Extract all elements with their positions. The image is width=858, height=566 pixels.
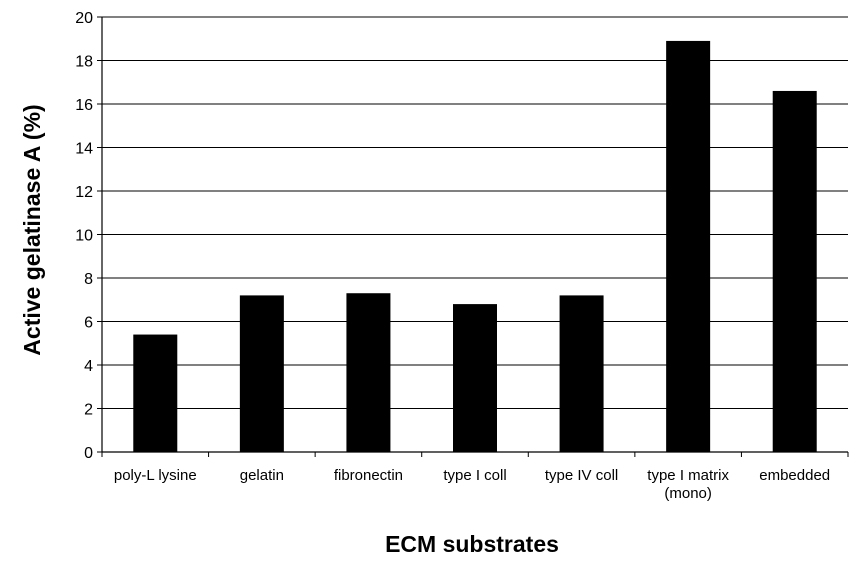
- y-tick-label: 20: [75, 10, 93, 27]
- x-tick-label: fibronectin: [334, 467, 403, 484]
- y-tick-label: 8: [84, 271, 93, 288]
- x-tick-label: poly-L lysine: [114, 467, 197, 484]
- x-tick-labels: poly-L lysine gelatin fibronectin type I co…: [114, 467, 830, 502]
- bar: [772, 90, 817, 452]
- y-axis-title: Active gelatinase A (%): [19, 104, 45, 355]
- y-tick-label: 6: [84, 315, 93, 332]
- x-tick-label: (mono): [664, 485, 712, 502]
- y-tick-label: 10: [75, 228, 93, 245]
- y-tick-label: 12: [75, 184, 93, 201]
- y-tick-label: 14: [75, 141, 93, 158]
- bar: [133, 334, 178, 452]
- bar: [346, 293, 391, 452]
- bar: [666, 40, 711, 453]
- x-tick-label: type I matrix: [647, 467, 729, 484]
- gridlines: [102, 16, 848, 409]
- y-tick-label: 0: [84, 445, 93, 462]
- x-tick-label: embedded: [759, 467, 830, 484]
- y-tick-label: 4: [84, 358, 93, 375]
- y-tick-label: 2: [84, 402, 93, 419]
- x-tick-label: type I coll: [443, 467, 506, 484]
- axes: [97, 16, 849, 457]
- x-axis-title: ECM substrates: [385, 531, 559, 557]
- y-tick-label: 18: [75, 54, 93, 71]
- bars: [133, 40, 817, 453]
- bar: [559, 295, 604, 452]
- y-tick-label: 16: [75, 97, 93, 114]
- bar: [453, 304, 497, 452]
- bar: [239, 295, 284, 452]
- x-tick-label: gelatin: [240, 467, 284, 484]
- y-tick-labels: 0 2 4 6 8 10 12 14 16 18 20: [75, 10, 93, 462]
- x-tick-label: type IV coll: [545, 467, 618, 484]
